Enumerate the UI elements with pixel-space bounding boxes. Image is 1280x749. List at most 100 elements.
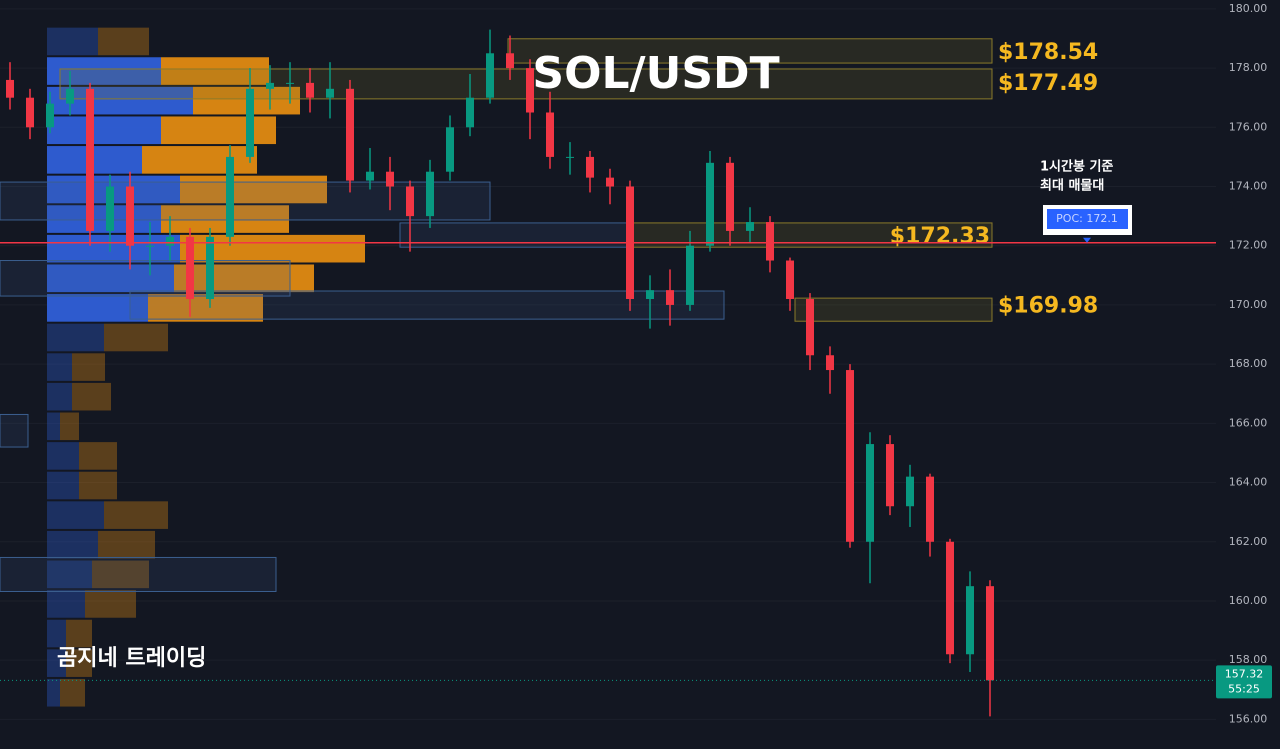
y-tick-label: 166.00	[1229, 416, 1268, 429]
zone-box	[507, 38, 993, 64]
profile-sell	[85, 590, 136, 618]
candle-body	[966, 586, 974, 655]
y-tick-label: 160.00	[1229, 594, 1268, 607]
profile-sell	[79, 442, 117, 470]
y-tick-label: 162.00	[1229, 535, 1268, 548]
profile-sell	[79, 471, 117, 500]
candle-body	[26, 97, 34, 128]
profile-sell	[104, 323, 168, 352]
profile-sell	[98, 27, 149, 56]
profile-buy	[47, 442, 79, 470]
candle-body	[406, 186, 414, 217]
candle-body	[206, 236, 214, 300]
liquidity-box	[0, 413, 29, 448]
profile-buy	[47, 590, 85, 618]
candle-body	[646, 290, 654, 300]
candle-body	[726, 162, 734, 231]
candle-body	[286, 82, 294, 84]
candle-body	[786, 260, 794, 300]
candle-body	[386, 171, 394, 187]
y-tick-label: 174.00	[1229, 180, 1268, 193]
candle-body	[426, 171, 434, 217]
poc-box	[1047, 209, 1128, 229]
profile-sell	[174, 264, 314, 293]
y-tick-label: 170.00	[1229, 298, 1268, 311]
profile-buy	[47, 27, 98, 56]
candle-body	[886, 444, 894, 507]
price-tag-label: 157.32	[1225, 667, 1264, 680]
candle-body	[486, 53, 494, 98]
candle-body	[846, 370, 854, 542]
y-tick-label: 172.00	[1229, 239, 1268, 252]
y-tick-label: 176.00	[1229, 120, 1268, 133]
zone-label: $178.54	[998, 40, 1098, 65]
watermark: 곰지네 트레이딩	[57, 646, 206, 671]
candle-body	[506, 53, 514, 69]
candle-body	[826, 355, 834, 371]
profile-sell	[72, 382, 111, 411]
candle-body	[446, 127, 454, 172]
annotation: 1시간봉 기준	[1040, 159, 1113, 175]
profile-buy	[47, 619, 66, 648]
y-tick-label: 156.00	[1229, 712, 1268, 725]
poc-label: POC: 172.1	[1056, 212, 1118, 225]
profile-sell	[161, 57, 269, 85]
profile-buy	[47, 234, 180, 263]
zone-label: $169.98	[998, 294, 1098, 319]
zone-box	[794, 297, 993, 322]
candle-body	[566, 156, 574, 158]
annotation: 최대 매물대	[1040, 179, 1104, 194]
profile-sell	[161, 116, 276, 145]
candle-body	[366, 171, 374, 181]
candle-body	[986, 586, 994, 681]
candle-body	[686, 245, 694, 305]
candle-body	[66, 88, 74, 104]
profile-buy	[47, 294, 148, 322]
profile-buy	[47, 649, 66, 677]
profile-sell	[98, 530, 155, 559]
profile-sell	[66, 619, 92, 648]
candle-body	[266, 82, 274, 89]
candle-body	[946, 541, 954, 655]
profile-sell	[60, 412, 79, 441]
candle-body	[906, 476, 914, 507]
poc-pointer	[1083, 237, 1091, 243]
candle-body	[326, 88, 334, 98]
profile-sell	[60, 678, 85, 707]
candle-body	[526, 68, 534, 113]
profile-buy	[47, 146, 142, 174]
candle-body	[466, 97, 474, 128]
candle-body	[306, 82, 314, 98]
candle-body	[246, 88, 254, 157]
candle-body	[226, 156, 234, 237]
zone-label: $177.49	[998, 71, 1098, 96]
profile-sell	[148, 294, 263, 322]
countdown: 55:25	[1228, 682, 1260, 695]
y-tick-label: 178.00	[1229, 61, 1268, 74]
zone-label: $172.33	[890, 224, 990, 249]
candle-body	[346, 88, 354, 181]
y-tick-label: 164.00	[1229, 476, 1268, 489]
y-tick-label: 180.00	[1229, 2, 1268, 15]
profile-buy	[47, 323, 104, 352]
profile-buy	[47, 471, 79, 500]
profile-buy	[47, 530, 98, 559]
candle-body	[46, 103, 54, 128]
profile-sell	[92, 560, 149, 589]
profile-sell	[104, 501, 168, 529]
liquidity-box	[0, 556, 277, 593]
profile-buy	[47, 560, 92, 589]
liquidity-box	[129, 290, 725, 320]
price-tag	[1216, 665, 1272, 699]
chart-title: SOL/USDT	[532, 48, 779, 99]
profile-buy	[47, 57, 161, 85]
candle-body	[926, 476, 934, 542]
candle-body	[766, 222, 774, 261]
y-tick-label: 158.00	[1229, 653, 1268, 666]
profile-sell	[72, 353, 105, 381]
candle-body	[586, 156, 594, 178]
candle-body	[166, 236, 174, 246]
liquidity-box	[399, 222, 631, 248]
candle-body	[126, 186, 134, 246]
profile-buy	[47, 412, 60, 441]
